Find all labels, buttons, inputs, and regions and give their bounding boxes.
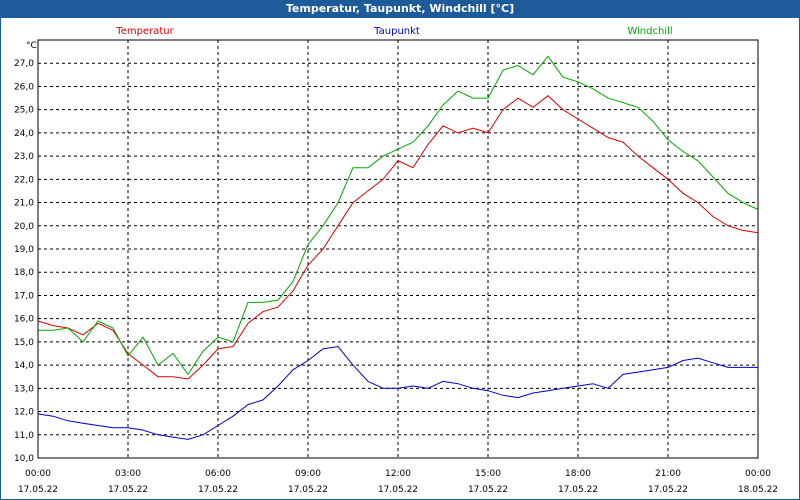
y-tick-label: 18,0 [14, 268, 34, 278]
x-tick-time: 21:00 [655, 469, 681, 479]
y-tick-label: 22,0 [14, 175, 34, 185]
y-tick-label: 25,0 [14, 106, 34, 116]
legend: Temperatur Taupunkt Windchill [115, 26, 672, 37]
x-tick-time: 03:00 [115, 469, 141, 479]
x-tick-date: 18.05.22 [738, 485, 778, 495]
x-tick-date: 17.05.22 [108, 485, 148, 495]
series-line-temperatur [37, 95, 759, 380]
x-tick-date: 17.05.22 [378, 485, 418, 495]
y-axis-ticks: 10,0 11,0 12,0 13,0 14,0 15,0 16,0 17,0 18,0 19,0… [14, 59, 34, 464]
y-tick-label: 10,0 [14, 454, 34, 464]
legend-entry-taupunkt: Taupunkt [373, 26, 420, 37]
legend-entry-temperatur: Temperatur [115, 26, 174, 37]
x-tick-time: 00:00 [745, 469, 771, 479]
x-tick-time: 09:00 [295, 469, 321, 479]
x-tick-date: 17.05.22 [648, 485, 688, 495]
y-tick-label: 20,0 [14, 222, 34, 232]
grid-lines [38, 40, 758, 458]
y-axis-label: °C [26, 41, 37, 51]
y-tick-label: 13,0 [14, 384, 34, 394]
y-tick-label: 21,0 [14, 199, 34, 209]
x-tick-time: 15:00 [475, 469, 501, 479]
x-tick-date: 17.05.22 [18, 485, 58, 495]
y-tick-label: 11,0 [14, 431, 34, 441]
x-tick-date: 17.05.22 [468, 485, 508, 495]
series-layer [37, 55, 759, 440]
y-tick-label: 26,0 [14, 82, 34, 92]
x-axis-ticks: 00:00 17.05.22 03:00 17.05.22 06:00 17.05.22 0… [18, 469, 778, 495]
y-tick-label: 15,0 [14, 338, 34, 348]
y-tick-label: 14,0 [14, 361, 34, 371]
x-tick-date: 17.05.22 [558, 485, 598, 495]
x-tick-date: 17.05.22 [198, 485, 238, 495]
plot-border [37, 39, 759, 459]
x-tick-time: 00:00 [25, 469, 51, 479]
x-tick-time: 12:00 [385, 469, 411, 479]
y-tick-label: 16,0 [14, 315, 34, 325]
legend-entry-windchill: Windchill [627, 26, 672, 37]
y-tick-label: 23,0 [14, 152, 34, 162]
series-line-windchill [38, 55, 759, 376]
x-tick-time: 06:00 [205, 469, 231, 479]
y-tick-label: 19,0 [14, 245, 34, 255]
axes [37, 39, 759, 459]
x-tick-time: 18:00 [565, 469, 591, 479]
chart-title: Temperatur, Taupunkt, Windchill [°C] [0, 0, 800, 18]
y-tick-label: 12,0 [14, 408, 34, 418]
series-line-taupunkt [37, 345, 758, 440]
y-tick-label: 27,0 [14, 59, 34, 69]
x-tick-date: 17.05.22 [288, 485, 328, 495]
y-tick-label: 17,0 [14, 291, 34, 301]
y-tick-label: 24,0 [14, 129, 34, 139]
